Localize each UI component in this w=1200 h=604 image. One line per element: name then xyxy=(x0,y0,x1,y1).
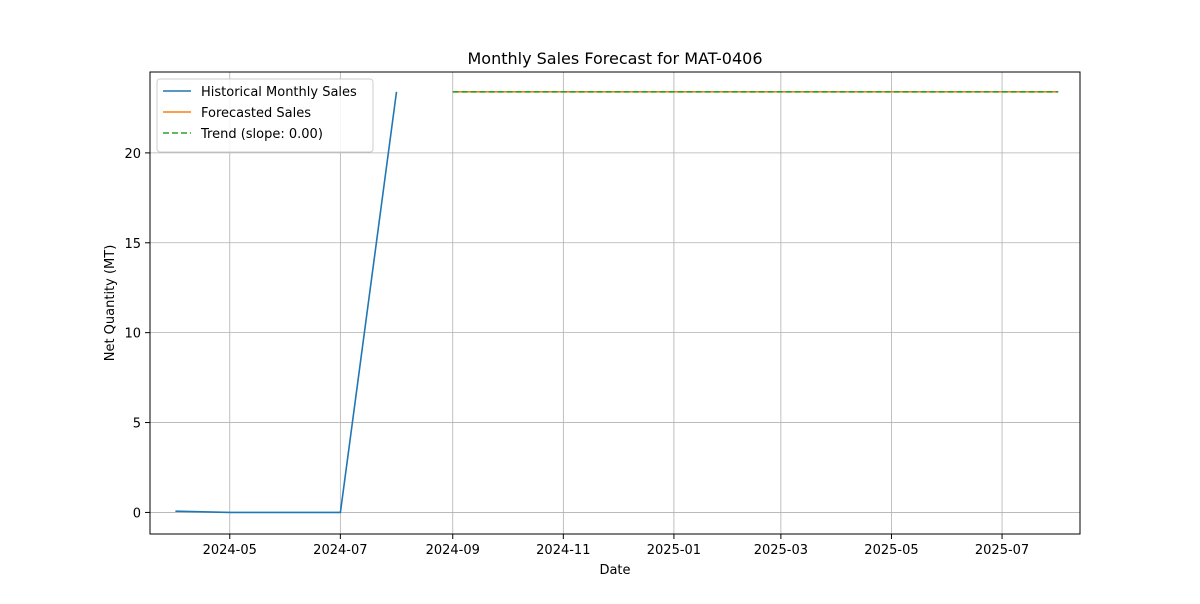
x-axis-label: Date xyxy=(599,563,630,578)
legend-label-3: Trend (slope: 0.00) xyxy=(200,127,323,142)
y-tick-label: 20 xyxy=(124,147,141,162)
x-tick-label: 2024-05 xyxy=(203,543,257,558)
x-tick-label: 2024-11 xyxy=(536,543,590,558)
x-tick-label: 2025-01 xyxy=(647,543,701,558)
legend-box xyxy=(156,78,374,153)
y-tick-label: 10 xyxy=(124,327,141,342)
y-tick-label: 5 xyxy=(133,417,141,432)
x-tick-label: 2024-07 xyxy=(313,543,367,558)
chart-title: Monthly Sales Forecast for MAT-0406 xyxy=(468,49,763,68)
y-tick-label: 0 xyxy=(133,506,141,521)
x-tick-label: 2025-07 xyxy=(975,543,1029,558)
y-tick-label: 15 xyxy=(124,237,141,252)
x-tick-label: 2025-03 xyxy=(754,543,808,558)
x-tick-label: 2024-09 xyxy=(426,543,480,558)
x-tick-label: 2025-05 xyxy=(864,543,918,558)
axis-ticks: 2024-05 2024-07 2024-09 2024-11 2025-01 2025-… xyxy=(124,147,1029,558)
series-line-1 xyxy=(175,91,398,514)
legend: Historical Monthly Sales Forecasted Sales… xyxy=(156,78,374,153)
plot-area-frame xyxy=(149,71,1081,535)
series-lines xyxy=(175,91,1059,514)
legend-label-1: Historical Monthly Sales xyxy=(201,85,357,100)
legend-label-2: Forecasted Sales xyxy=(201,106,311,121)
y-axis-label: Net Quantity (MT) xyxy=(103,245,118,362)
